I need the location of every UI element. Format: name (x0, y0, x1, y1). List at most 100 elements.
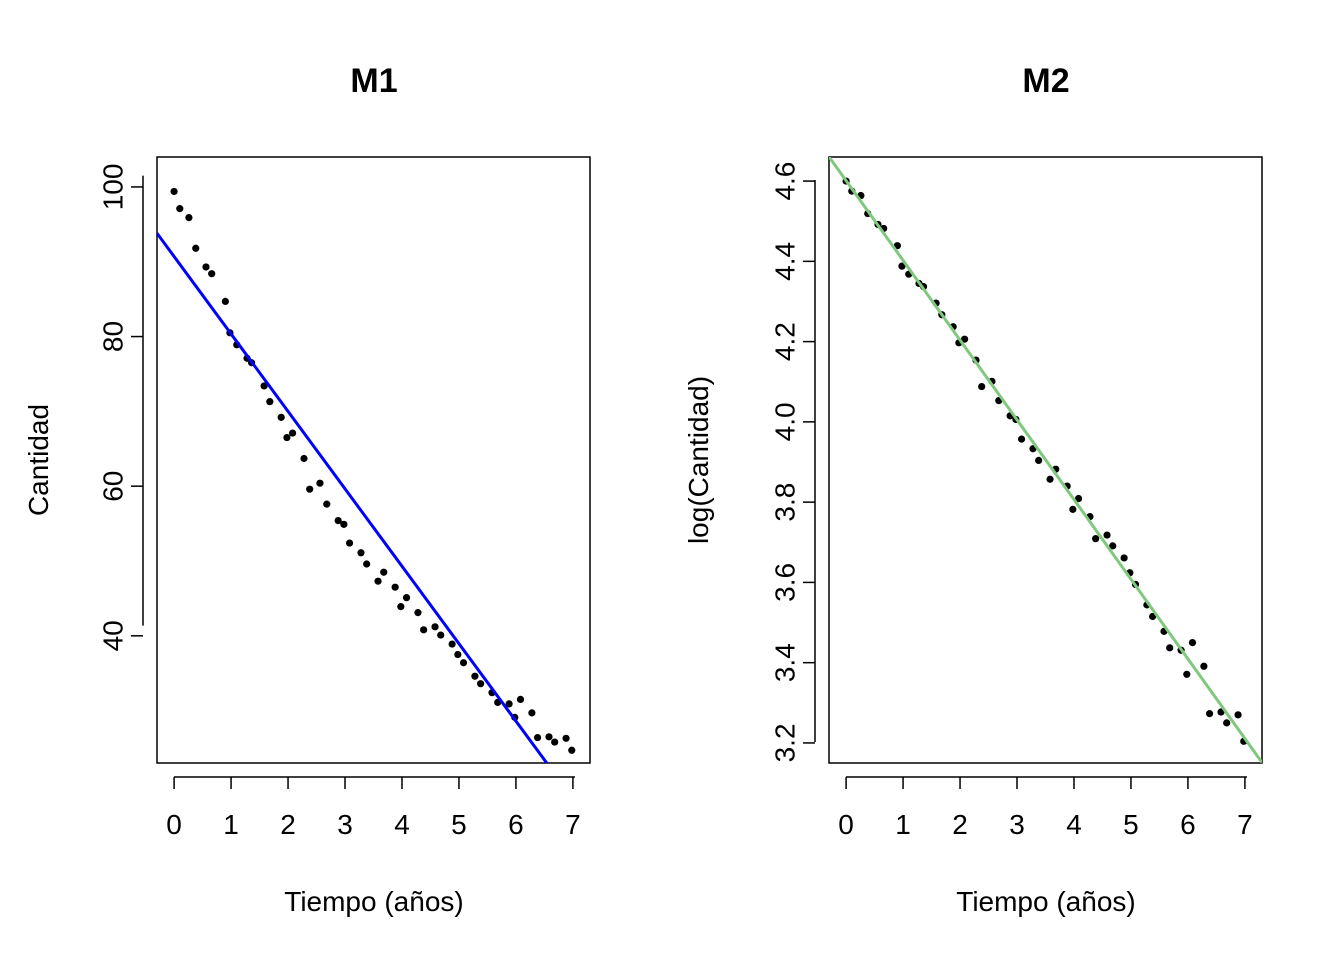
data-point (260, 382, 268, 390)
y-tick-label: 60 (98, 471, 129, 502)
x-ticks: 0 1 2 3 4 5 6 7 (166, 777, 581, 840)
x-tick-label: 2 (280, 809, 296, 840)
data-point (1046, 475, 1054, 483)
data-point (266, 398, 274, 406)
data-point (192, 244, 200, 252)
y-tick-label: 3.4 (770, 643, 801, 682)
chart-title: M1 (350, 62, 397, 100)
data-point (1234, 711, 1242, 719)
data-point (414, 609, 422, 617)
y-tick-label: 4.6 (770, 162, 801, 201)
data-point (960, 335, 969, 343)
x-tick-label: 4 (1066, 809, 1082, 840)
data-point (459, 659, 468, 667)
regression-line (829, 157, 1262, 763)
y-tick-label: 100 (98, 164, 129, 211)
data-point (208, 270, 216, 278)
data-point (551, 738, 559, 746)
data-point (202, 263, 210, 271)
data-point (334, 517, 342, 525)
data-point (306, 485, 314, 493)
x-tick-label: 4 (394, 809, 410, 840)
y-ticks: 40 60 80 100 (98, 164, 143, 651)
chart-title: M2 (1022, 62, 1069, 100)
data-point (288, 429, 297, 437)
x-tick-label: 5 (451, 809, 467, 840)
data-point (1103, 531, 1111, 539)
data-point (1217, 708, 1225, 716)
data-point (283, 433, 291, 442)
y-axis-label: Cantidad (23, 404, 54, 516)
x-tick-label: 5 (1123, 809, 1139, 840)
data-point (978, 382, 986, 391)
data-point (545, 733, 553, 741)
regression-line (157, 232, 549, 763)
data-point (568, 746, 576, 754)
data-point (345, 539, 354, 547)
data-point (420, 626, 428, 634)
data-point (1074, 494, 1083, 503)
x-tick-label: 3 (1009, 809, 1025, 840)
y-tick-label: 3.8 (770, 483, 801, 522)
x-tick-label: 7 (1237, 809, 1253, 840)
y-axis-label: log(Cantidad) (683, 376, 714, 544)
plot-area (157, 187, 576, 763)
y-tick-label: 4.4 (770, 242, 801, 281)
data-point (471, 672, 479, 680)
plot-frame (828, 156, 1263, 764)
data-point (898, 262, 906, 270)
data-point (1166, 644, 1174, 652)
data-point (185, 214, 193, 222)
data-point (1069, 505, 1077, 513)
x-axis-label: Tiempo (años) (956, 886, 1135, 917)
data-point (363, 560, 371, 568)
data-point (391, 583, 399, 591)
x-tick-label: 0 (166, 809, 182, 840)
y-tick-label: 4.0 (770, 402, 801, 441)
data-point (402, 594, 411, 602)
data-point (1205, 710, 1214, 718)
x-tick-label: 1 (895, 809, 911, 840)
data-point (454, 650, 462, 659)
x-tick-label: 0 (838, 809, 854, 840)
data-point (1109, 542, 1117, 550)
data-point (340, 520, 348, 528)
data-point (528, 709, 536, 717)
data-point (176, 205, 184, 213)
data-point (277, 413, 285, 421)
data-point (1223, 719, 1231, 727)
x-tick-label: 6 (1180, 809, 1196, 840)
data-point (397, 603, 405, 611)
y-tick-label: 3.6 (770, 563, 801, 602)
data-point (1149, 612, 1157, 621)
data-point (505, 700, 513, 708)
panel-m1: M1 Tiempo (años) Cantidad 0 1 2 3 4 5 6 7 40 60 8… (23, 62, 591, 917)
x-tick-label: 2 (952, 809, 968, 840)
plot-content (829, 157, 1262, 763)
x-tick-label: 7 (565, 809, 581, 840)
data-point (431, 623, 439, 631)
x-tick-label: 3 (337, 809, 353, 840)
data-point (300, 454, 308, 463)
data-point (374, 577, 382, 585)
x-axis-label: Tiempo (años) (284, 886, 463, 917)
plot-content (157, 187, 576, 763)
plot-area (829, 157, 1262, 763)
data-point (357, 549, 365, 557)
data-point (316, 479, 324, 487)
data-point (533, 733, 542, 742)
data-point (1183, 670, 1191, 678)
y-tick-label: 40 (98, 620, 129, 651)
plot-frame (156, 156, 591, 764)
data-point (437, 631, 445, 639)
y-ticks: 3.2 3.4 3.6 3.8 4.0 4.2 4.4 4.6 (770, 162, 815, 762)
data-point (380, 568, 388, 576)
data-point (170, 187, 178, 196)
y-tick-label: 4.2 (770, 322, 801, 361)
data-point (1017, 435, 1026, 443)
data-point (1035, 456, 1043, 465)
data-point (477, 680, 485, 688)
data-point (1200, 662, 1208, 670)
data-point (221, 297, 229, 305)
